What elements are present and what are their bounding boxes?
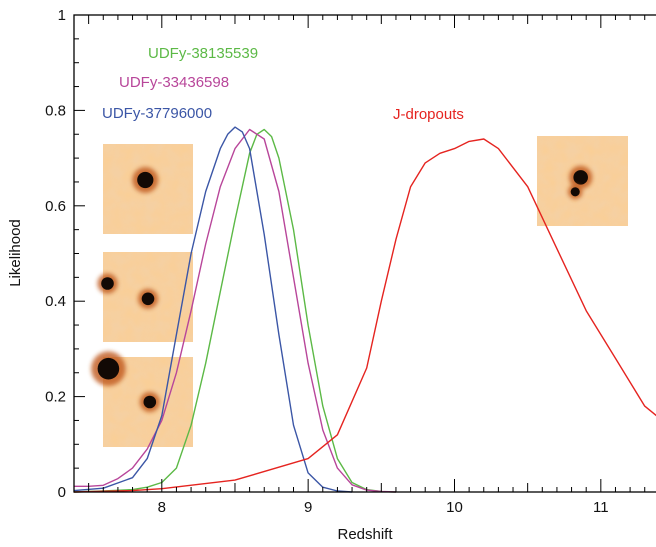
x-tick-label: 11: [593, 499, 609, 516]
x-tick-label: 10: [446, 499, 463, 516]
source-blob: [97, 357, 120, 380]
y-tick-label: 0.2: [45, 389, 66, 406]
source-blob: [141, 292, 155, 306]
series-label-udfy-37796000: UDFy-37796000: [102, 105, 212, 122]
source-blob: [101, 277, 114, 290]
source-blob: [137, 171, 154, 189]
series-label-udfy-38135539: UDFy-38135539: [148, 45, 258, 62]
y-tick-label: 0.6: [45, 198, 66, 215]
y-axis-title: Likelihood: [7, 219, 24, 287]
UDFy-33436598-image: [97, 252, 193, 342]
UDFy-37796000-image: [91, 351, 193, 447]
x-axis-title: Redshift: [337, 526, 393, 543]
UDFy-38135539-image: [103, 144, 193, 234]
x-tick-label: 9: [304, 499, 312, 516]
series-line-udfy-33436598: [74, 128, 397, 493]
y-tick-label: 1: [58, 7, 66, 24]
x-tick-label: 8: [158, 499, 166, 516]
y-tick-label: 0.8: [45, 102, 66, 119]
y-tick-label: 0.4: [45, 293, 66, 310]
source-blob: [570, 187, 580, 197]
series-label-j-dropouts: J-dropouts: [393, 106, 464, 123]
series-layer: [73, 126, 656, 493]
J-dropouts-image: [537, 136, 628, 226]
thumbnail-layer: [91, 136, 628, 447]
ticks-layer: 8 9 10 11 0 0.2 0.4 0.6 0.8 1: [45, 7, 646, 516]
y-tick-label: 0: [58, 484, 66, 501]
source-blob: [573, 170, 588, 185]
series-line-udfy-37796000: [73, 126, 353, 493]
series-line-j-dropouts: [73, 138, 656, 493]
source-blob: [143, 395, 157, 409]
series-label-udfy-33436598: UDFy-33436598: [119, 74, 229, 91]
